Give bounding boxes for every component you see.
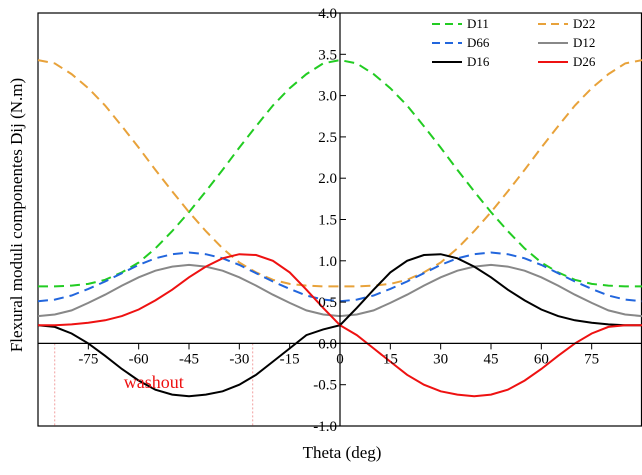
y-tick-label: 0.0 — [318, 336, 337, 352]
legend-label-d16: D16 — [467, 54, 490, 69]
legend-label-d11: D11 — [467, 16, 489, 31]
y-axis-label: Flexural moduli componentes Dij (N.m) — [7, 78, 26, 352]
y-tick-label: 3.0 — [318, 89, 337, 105]
y-tick-label: 3.5 — [318, 47, 337, 63]
x-tick-label: -60 — [129, 351, 149, 367]
x-tick-label: -45 — [179, 351, 199, 367]
plot-area: -1.0 -0.5 0.0 0.5 1.0 1.5 2.0 2.5 3.0 3.5 4.0 -75 -6… — [37, 6, 642, 435]
x-tick-label: 60 — [534, 351, 549, 367]
y-tick-label: 1.5 — [318, 213, 337, 229]
x-tick-label: 45 — [484, 351, 499, 367]
x-axis-label: Theta (deg) — [303, 443, 382, 462]
y-tick-label: -0.5 — [313, 378, 337, 394]
legend-label-d12: D12 — [573, 35, 595, 50]
y-tick-label: 0.5 — [318, 295, 337, 311]
y-tick-label: 2.0 — [318, 171, 337, 187]
legend-label-d22: D22 — [573, 16, 595, 31]
x-tick-label: -15 — [280, 351, 300, 367]
legend-label-d26: D26 — [573, 54, 596, 69]
legend-label-d66: D66 — [467, 35, 490, 50]
y-tick-label: 1.0 — [318, 254, 337, 270]
y-tick-label: -1.0 — [313, 419, 337, 435]
series-line-d22 — [37, 59, 642, 288]
series-line-d11 — [38, 59, 642, 288]
x-tick-label: 75 — [584, 351, 599, 367]
x-tick-label: 0 — [336, 351, 344, 367]
washout-annotation: washout — [124, 372, 184, 392]
x-tick-label: 15 — [383, 351, 398, 367]
y-tick-label: 4.0 — [318, 6, 337, 22]
y-tick-label: 2.5 — [318, 130, 337, 146]
x-tick-label: 30 — [433, 351, 448, 367]
x-tick-label: -75 — [78, 351, 98, 367]
x-tick-label: -30 — [229, 351, 249, 367]
